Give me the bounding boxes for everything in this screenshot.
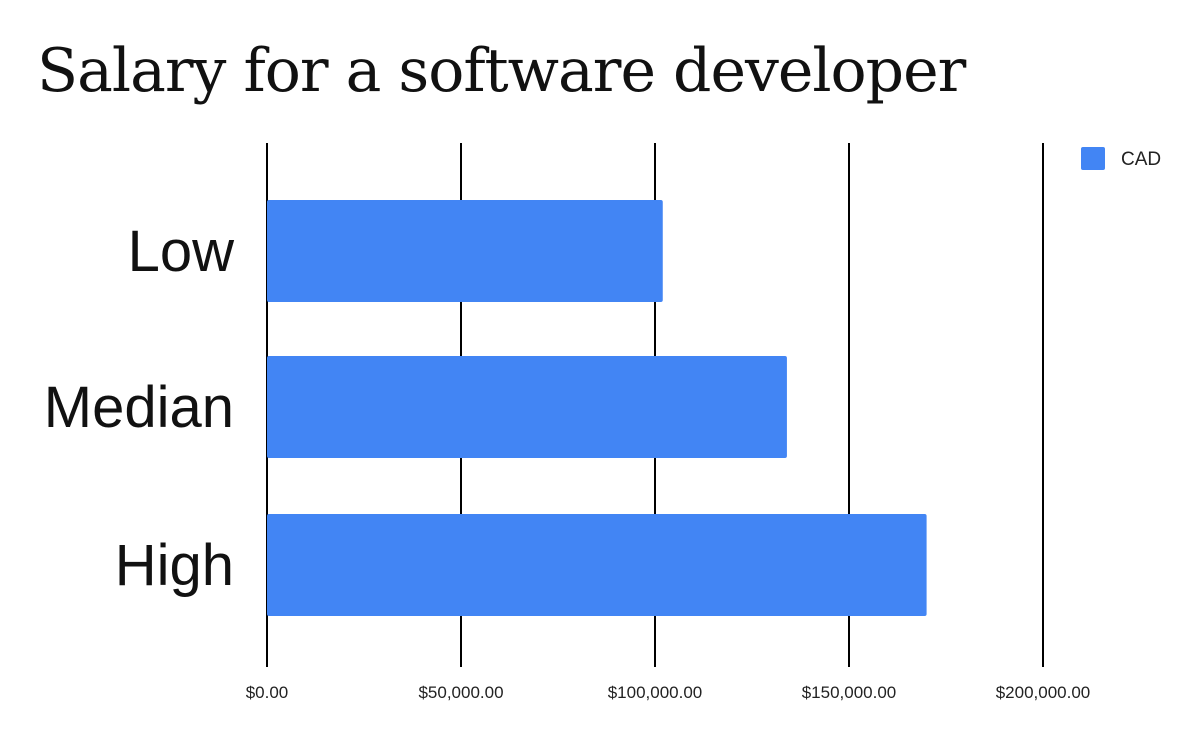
x-tick-label-4: $200,000.00 bbox=[996, 683, 1091, 702]
legend-label: CAD bbox=[1121, 149, 1161, 170]
bars bbox=[267, 200, 927, 616]
bar-low bbox=[267, 200, 663, 302]
legend-swatch bbox=[1081, 147, 1105, 170]
bar-high bbox=[267, 514, 927, 616]
category-label-median: Median bbox=[44, 375, 234, 440]
legend: CAD bbox=[1081, 147, 1161, 170]
category-labels: Low Median High bbox=[44, 219, 235, 598]
chart-title: Salary for a software developer bbox=[37, 36, 966, 106]
x-tick-label-1: $50,000.00 bbox=[418, 683, 503, 702]
bar-median bbox=[267, 356, 787, 458]
category-label-high: High bbox=[115, 533, 234, 598]
x-tick-label-3: $150,000.00 bbox=[802, 683, 897, 702]
x-tick-labels: $0.00 $50,000.00 $100,000.00 $150,000.00 $20… bbox=[246, 683, 1091, 702]
x-tick-label-2: $100,000.00 bbox=[608, 683, 703, 702]
category-label-low: Low bbox=[128, 219, 236, 284]
x-tick-label-0: $0.00 bbox=[246, 683, 289, 702]
